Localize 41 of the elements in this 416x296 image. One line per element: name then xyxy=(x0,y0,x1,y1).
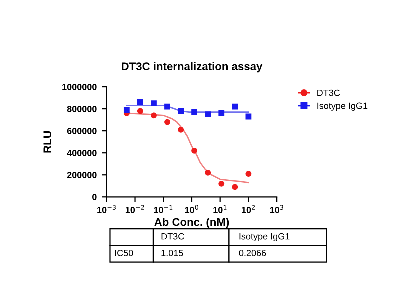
point xyxy=(178,108,184,114)
point xyxy=(246,171,252,177)
text: Isotype IgG1 xyxy=(240,233,290,242)
y-tick-label: 600000 xyxy=(67,128,97,134)
point xyxy=(232,184,238,190)
point xyxy=(205,112,212,118)
point xyxy=(164,119,170,126)
point xyxy=(205,170,212,176)
point xyxy=(178,127,184,133)
x-tick-label: 10$^{−1}$ xyxy=(154,205,173,214)
point xyxy=(218,180,225,187)
chart-title: DT3C internalization assay xyxy=(122,62,263,73)
legend-label: DT3C xyxy=(318,90,340,96)
x-tick-label: 10$^{2}$ xyxy=(242,205,255,214)
x-tick-label: 10$^{1}$ xyxy=(214,205,227,214)
point xyxy=(192,148,198,154)
y-tick-label: 0 xyxy=(92,194,97,200)
y-axis-title: RLU xyxy=(44,131,52,153)
x-tick-label: 10$^{−3}$ xyxy=(98,205,116,214)
point xyxy=(124,107,130,114)
point xyxy=(218,110,225,116)
point xyxy=(137,108,144,114)
text: 1.015 xyxy=(162,250,184,256)
text: DT3C xyxy=(162,233,184,240)
y-tick-label: 400000 xyxy=(67,150,97,156)
point xyxy=(151,100,157,106)
point xyxy=(137,99,144,106)
y-tick-label: 1000000 xyxy=(62,84,97,90)
x-tick-label: 10$^{−2}$ xyxy=(126,205,144,214)
y-tick-label: 800000 xyxy=(67,106,97,112)
point xyxy=(164,104,170,110)
x-tick-label: 10$^{0}$ xyxy=(185,205,198,214)
point xyxy=(151,112,157,119)
text: IC50 xyxy=(115,250,134,256)
point xyxy=(232,104,238,110)
text: 0.2066 xyxy=(239,250,266,256)
y-tick-label: 200000 xyxy=(67,172,97,178)
legend-label: Isotype IgG1 xyxy=(318,102,368,111)
point xyxy=(192,109,198,116)
x-tick-label: 10$^{3}$ xyxy=(270,205,284,214)
x-axis-title: Ab Conc. (nM) xyxy=(154,218,230,228)
